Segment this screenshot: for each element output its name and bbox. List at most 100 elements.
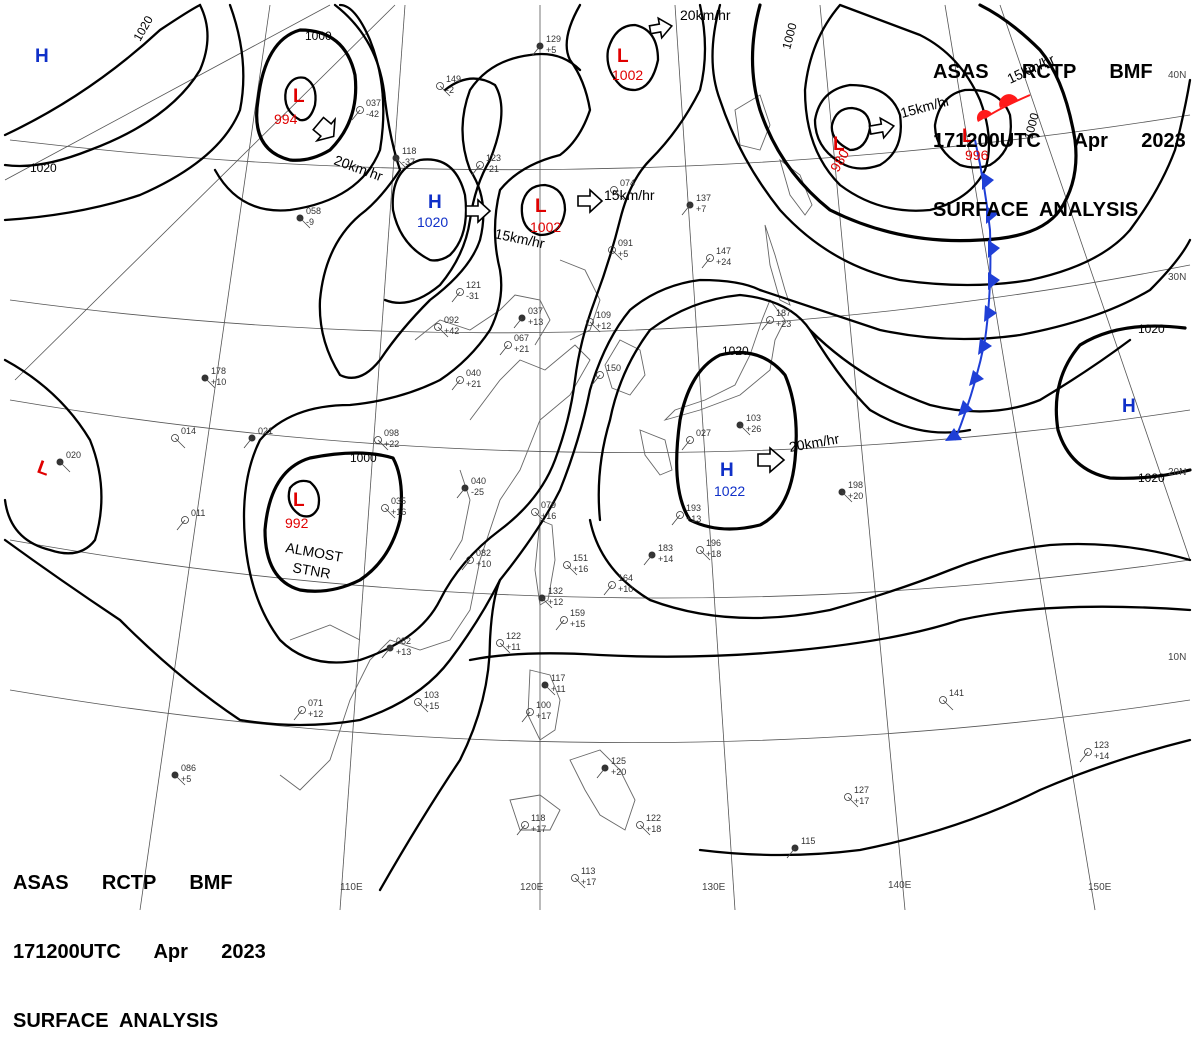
- station-pressure: 071: [308, 698, 323, 708]
- lat-label: 20N: [1168, 467, 1186, 478]
- station-pressure: 193: [686, 503, 701, 513]
- isobar-label: 1020: [1138, 471, 1165, 485]
- wind-barb: [603, 584, 613, 596]
- station-pressure: 011: [191, 508, 205, 518]
- station-tendency: +10: [476, 559, 491, 569]
- station-tendency: +11: [551, 684, 566, 694]
- header-bottom-left: ASAS RCTP BMF 171200UTC Apr 2023 SURFACE…: [13, 826, 266, 1056]
- station-tendency: +15: [424, 701, 439, 711]
- station-pressure: 137: [696, 193, 711, 203]
- axis-labels: 110E 120E 130E 140E 150E 40N 30N 20N 10N: [340, 70, 1186, 893]
- station-marker: [526, 708, 534, 716]
- wind-barb: [395, 157, 407, 169]
- station-pressure: 150: [606, 363, 621, 373]
- station-pressure: 123: [1094, 740, 1109, 750]
- low-value: 1002: [612, 67, 643, 83]
- high-value: 1020: [417, 214, 448, 230]
- station-tendency: +17: [531, 824, 546, 834]
- wind-barb: [204, 377, 216, 389]
- station-pressure: 125: [611, 756, 626, 766]
- header-line: 171200UTC Apr 2023: [933, 130, 1186, 152]
- station-pressure: 141: [949, 688, 964, 698]
- station-pressure: 040: [471, 476, 486, 486]
- station-pressure: 132: [548, 586, 563, 596]
- station-marker: [571, 874, 579, 882]
- wind-barb: [534, 511, 546, 523]
- station-tendency: +16: [573, 564, 588, 574]
- station-marker: [504, 341, 512, 349]
- high-center: H: [720, 460, 734, 481]
- station-pressure: 074: [620, 178, 635, 188]
- station-tendency: +16: [391, 507, 406, 517]
- low-center: L: [617, 46, 629, 67]
- station-marker: [676, 511, 684, 519]
- station-pressure: 122: [506, 631, 521, 641]
- header-line: ASAS RCTP BMF: [933, 61, 1153, 83]
- station-pressure: 103: [746, 413, 761, 423]
- low-center: L: [34, 457, 52, 481]
- low-center: L: [293, 490, 305, 511]
- station-pressure: 118: [402, 146, 416, 156]
- wind-barb: [541, 597, 553, 609]
- wind-barb: [555, 619, 565, 631]
- wind-barb: [589, 321, 601, 333]
- station-pressure: 164: [618, 573, 633, 583]
- station-pressure: 021: [258, 426, 273, 436]
- station-tendency: +21: [514, 344, 529, 354]
- low-center: L: [833, 134, 845, 155]
- station-pressure: 183: [658, 543, 673, 553]
- station-pressure: 082: [476, 548, 491, 558]
- header-line: ASAS RCTP BMF: [13, 872, 233, 894]
- wind-barb: [847, 796, 859, 808]
- station-marker: [181, 516, 189, 524]
- stationary-remark: ALMOST STNR: [284, 539, 344, 581]
- station-pressure: 196: [706, 538, 721, 548]
- station-marker: [596, 371, 604, 379]
- station-pressure: 027: [696, 428, 711, 438]
- station-marker: [586, 318, 594, 326]
- station-tendency: +23: [776, 319, 791, 329]
- station-tendency: +13: [528, 317, 543, 327]
- station-pressure: 187: [776, 308, 791, 318]
- isobars: [3, 3, 1192, 892]
- station-tendency: +12: [308, 709, 323, 719]
- station-tendency: +16: [541, 511, 556, 521]
- wind-barb: [699, 549, 711, 561]
- station-tendency: +5: [181, 774, 191, 784]
- wind-barb: [613, 189, 625, 201]
- station-marker: [381, 504, 389, 512]
- header-top-right: ASAS RCTP BMF 171200UTC Apr 2023 SURFACE…: [933, 15, 1186, 245]
- station-pressure: 129: [546, 34, 561, 44]
- lon-label: 120E: [520, 882, 544, 893]
- station-pressure: 127: [854, 785, 869, 795]
- station-marker: [939, 696, 947, 704]
- station-tendency: +26: [746, 424, 761, 434]
- isobar-label: 1020: [130, 13, 156, 43]
- low-center: L: [293, 86, 305, 107]
- wind-barb: [841, 491, 853, 503]
- wind-barb: [681, 204, 691, 216]
- station-marker: [531, 508, 539, 516]
- station-pressure: 037: [366, 98, 381, 108]
- wind-barb: [59, 461, 71, 473]
- station-tendency: -25: [471, 487, 484, 497]
- station-pressure: 035: [391, 496, 406, 506]
- station-pressure: 103: [424, 690, 439, 700]
- wind-barb: [639, 824, 651, 836]
- motion-label: 20km/hr: [680, 7, 731, 23]
- high-center: H: [428, 192, 442, 213]
- wind-barb: [574, 877, 586, 889]
- wind-barb: [643, 554, 653, 566]
- station-tendency: +20: [611, 767, 626, 777]
- wind-barb: [611, 249, 623, 261]
- wind-barb: [381, 647, 391, 659]
- wind-barb: [544, 684, 556, 696]
- station-pressure: 037: [528, 306, 543, 316]
- station-pressure: 058: [306, 206, 321, 216]
- station-tendency: +17: [581, 877, 596, 887]
- wind-barb: [299, 217, 311, 229]
- low-value: 996: [965, 147, 989, 163]
- low-center: L: [535, 196, 547, 217]
- station-pressure: 020: [66, 450, 81, 460]
